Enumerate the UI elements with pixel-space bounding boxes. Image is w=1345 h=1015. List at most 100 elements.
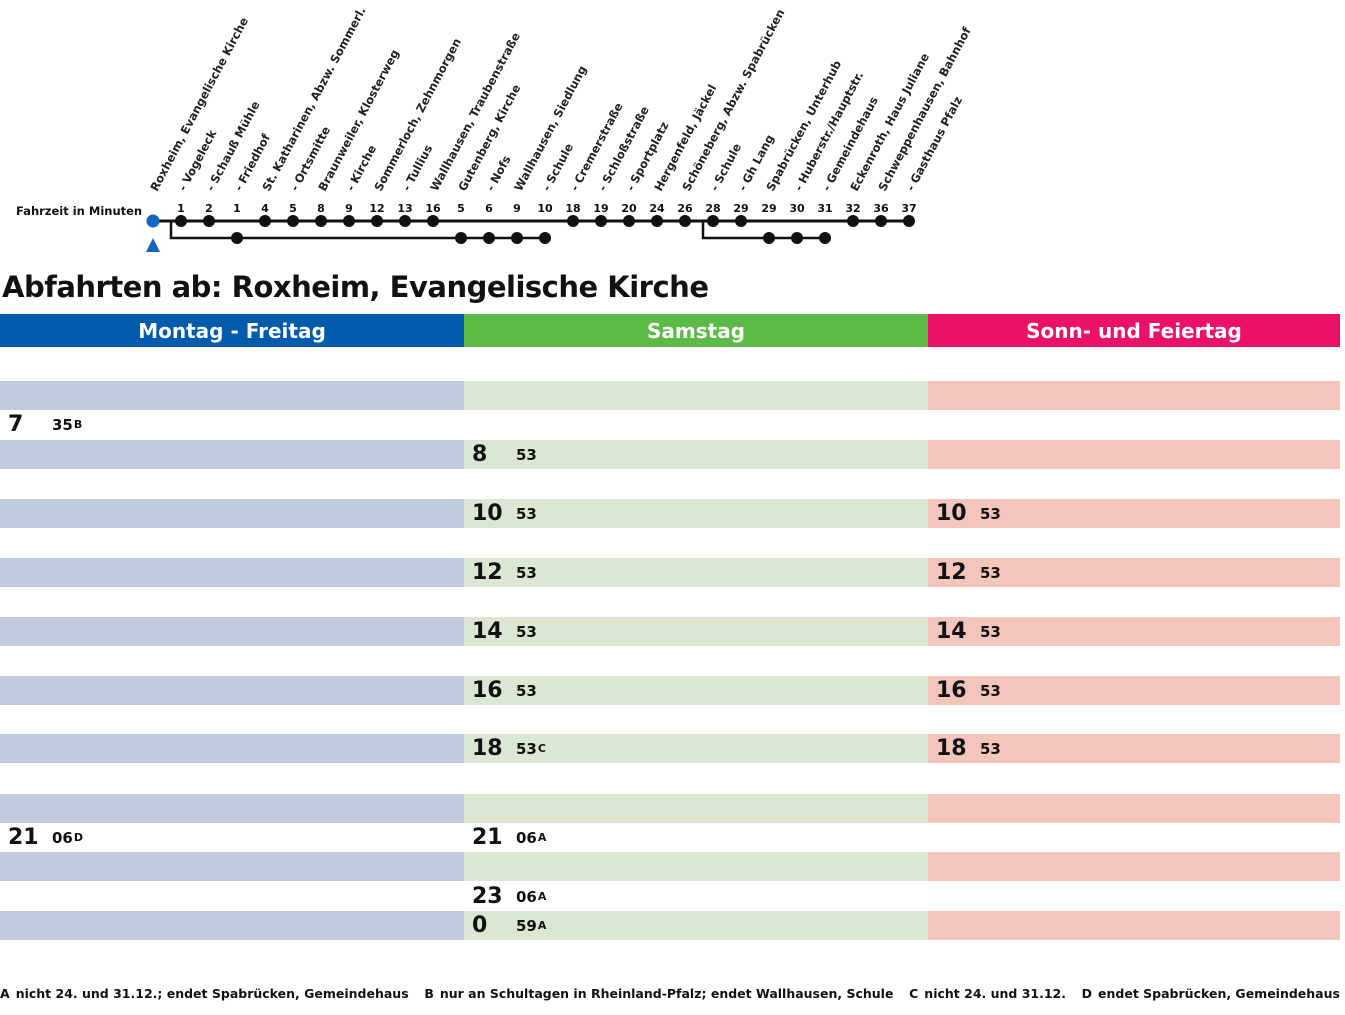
footnote-key: D: [1081, 986, 1093, 1001]
departure: 0 59 A: [472, 911, 546, 940]
stop-travel-time: 16: [425, 202, 441, 215]
stop-dot: [791, 232, 803, 244]
departure-minutes: 06: [516, 887, 537, 906]
footnote-key: C: [909, 986, 919, 1001]
row-band: [0, 852, 464, 881]
stop-dot: [819, 232, 831, 244]
row-band: [0, 911, 464, 940]
row-band: [464, 852, 928, 881]
stop-dot: [399, 215, 411, 227]
departure-minutes: 53: [980, 739, 1001, 758]
departure-minutes: 53: [980, 681, 1001, 700]
stop-dot: [259, 215, 271, 227]
stop-travel-time: 26: [677, 202, 693, 215]
departure: 14 53: [472, 617, 537, 646]
departure: 10 53: [936, 499, 1001, 528]
row-band: [0, 558, 464, 587]
stop-travel-time: 30: [789, 202, 805, 215]
stop-dot: [427, 215, 439, 227]
departure-note: A: [537, 890, 547, 903]
stop-travel-time: 37: [901, 202, 916, 215]
stop-dot: [343, 215, 355, 227]
stop-dot: [203, 215, 215, 227]
stop-travel-time: 12: [369, 202, 384, 215]
departure-hour: 8: [472, 442, 488, 467]
departure-hour: 14: [472, 619, 503, 644]
stop-dot: [847, 215, 859, 227]
travel-time-label: Fahrzeit in Minuten: [16, 204, 142, 218]
row-band: [928, 381, 1340, 410]
stop-dot: [315, 215, 327, 227]
departure-minutes: 06: [52, 828, 73, 847]
row-band: [464, 794, 928, 823]
row-band: [464, 617, 928, 646]
departure-minutes: 53: [516, 681, 537, 700]
route-branch-line: [169, 221, 237, 240]
departure: 18 53: [936, 734, 1001, 763]
departure-hour: 7: [8, 412, 24, 437]
footnote-key: B: [424, 986, 434, 1001]
row-band: [0, 381, 464, 410]
row-band: [928, 617, 1340, 646]
stop-dot: [511, 232, 523, 244]
departure-minutes: 53: [980, 504, 1001, 523]
stop-travel-time: 19: [593, 202, 608, 215]
departure-hour: 0: [472, 913, 488, 938]
departure-note: A: [537, 919, 547, 932]
row-band: [0, 440, 464, 469]
stop-dot: [623, 215, 635, 227]
row-band: [0, 676, 464, 705]
stop-dot: [875, 215, 887, 227]
stop-travel-time: 29: [761, 202, 776, 215]
stop-travel-time: 24: [649, 202, 665, 215]
row-band: [928, 499, 1340, 528]
stop-name: - Nofs: [483, 153, 513, 193]
departure-minutes: 53: [516, 445, 537, 464]
departure-hour: 12: [472, 560, 503, 585]
stop-dot: [651, 215, 663, 227]
row-band: [928, 676, 1340, 705]
departure: 18 53 C: [472, 734, 546, 763]
stop-dot: [539, 232, 551, 244]
stop-dot: [455, 232, 467, 244]
row-band: [0, 617, 464, 646]
departure-minutes: 53: [980, 563, 1001, 582]
departure-minutes: 59: [516, 916, 537, 935]
footnote-key: A: [0, 986, 10, 1001]
departure: 21 06 D: [8, 823, 83, 852]
departure: 21 06 A: [472, 823, 546, 852]
stop-dot: [231, 232, 243, 244]
stop-travel-time: 6: [485, 202, 493, 215]
departure-hour: 14: [936, 619, 967, 644]
stop-travel-time: 29: [733, 202, 748, 215]
stop-dot: [595, 215, 607, 227]
departure-minutes: 53: [516, 563, 537, 582]
departure-hour: 10: [472, 501, 503, 526]
stop-travel-time: 2: [205, 202, 213, 215]
stop-dot: [903, 215, 915, 227]
stop-dot: [483, 232, 495, 244]
departure-hour: 18: [472, 736, 503, 761]
departure-hour: 23: [472, 884, 503, 909]
departure-hour: 10: [936, 501, 967, 526]
row-band: [464, 558, 928, 587]
stop-dot: [679, 215, 691, 227]
start-marker-icon: [146, 238, 160, 252]
route-branch-line: [701, 221, 825, 240]
stop-travel-time: 18: [565, 202, 580, 215]
stop-travel-time: 13: [397, 202, 412, 215]
stop-dot-start: [146, 214, 160, 228]
stop-travel-time: 36: [873, 202, 889, 215]
departure: 16 53: [472, 676, 537, 705]
row-band: [464, 911, 928, 940]
departure-hour: 21: [8, 825, 39, 850]
stop-travel-time: 1: [233, 202, 241, 215]
row-band: [928, 734, 1340, 763]
departure-hour: 18: [936, 736, 967, 761]
stop-dot: [567, 215, 579, 227]
departure-minutes: 53: [980, 622, 1001, 641]
